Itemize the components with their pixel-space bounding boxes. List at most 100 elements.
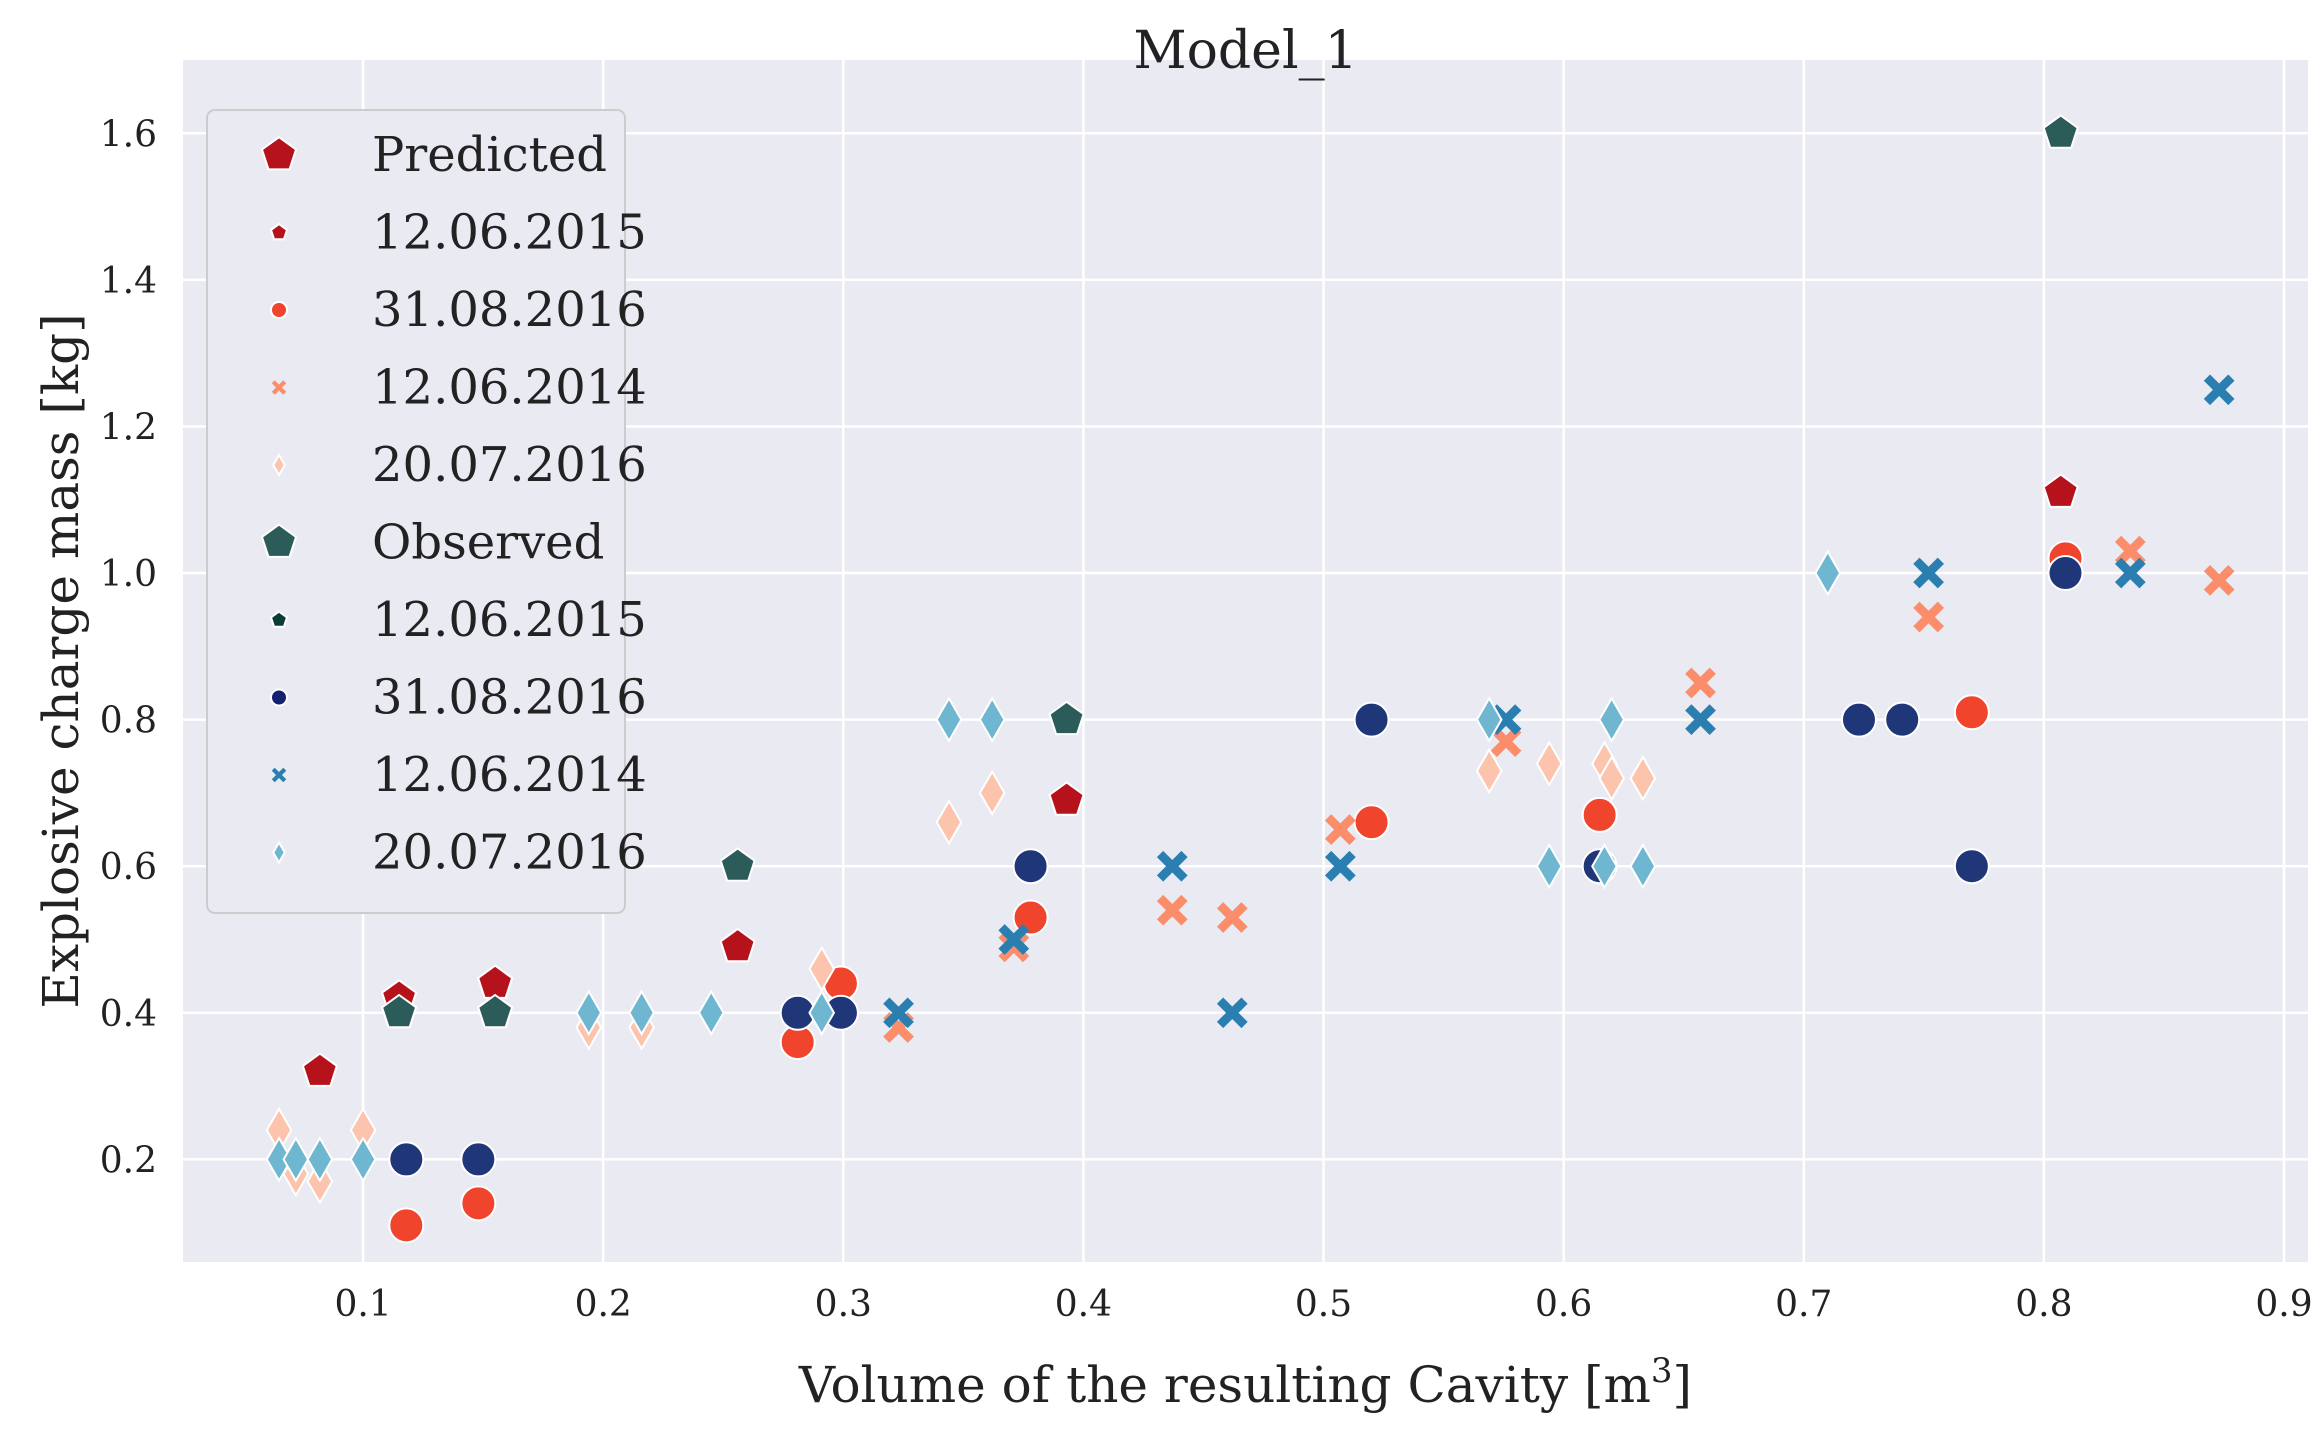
data-point [460, 1141, 497, 1178]
data-point [2042, 114, 2079, 149]
data-point [1629, 755, 1657, 802]
x-tick-label: 0.4 [1055, 1284, 1112, 1325]
data-point [282, 1136, 310, 1183]
legend-marker [269, 222, 289, 241]
data-point [1685, 704, 1716, 735]
data-point [2114, 557, 2146, 589]
tick-labels: 0.1 0.2 0.3 0.4 0.5 0.6 0.7 0.8 0.9 0.2 0.4 0.6 0.8 1… [100, 114, 2313, 1325]
data-point [978, 769, 1006, 817]
data-point [1324, 814, 1356, 845]
data-points [265, 114, 2235, 1244]
legend: Predicted 12.06.2015 31.08.2016 12.06.2014 2… [206, 109, 647, 914]
y-axis-label: Explosive charge mass [kg] [32, 313, 90, 1008]
y-tick-label: 1.4 [100, 261, 157, 302]
legend-marker [272, 840, 286, 865]
data-point [719, 847, 756, 882]
data-point [1353, 804, 1390, 841]
x-axis-label-superscript: 3 [1651, 1351, 1673, 1391]
data-point [460, 1185, 497, 1222]
x-tick-label: 0.9 [2255, 1284, 2312, 1325]
y-tick-label: 0.6 [100, 847, 157, 888]
legend-label: 12.06.2014 [372, 747, 647, 803]
chart-title: Model_1 [1133, 21, 1357, 81]
data-point [935, 696, 963, 743]
data-point [477, 993, 514, 1029]
legend-marker [260, 523, 298, 558]
series-observed-12-06-2014 [883, 374, 2235, 1029]
data-point [1598, 755, 1626, 802]
data-point [1048, 781, 1085, 816]
data-point [1216, 997, 1248, 1029]
data-point [808, 989, 836, 1037]
legend-label: 12.06.2014 [372, 360, 647, 416]
data-point [2042, 473, 2079, 508]
legend-label: 20.07.2016 [372, 825, 647, 881]
legend-box [206, 109, 626, 914]
data-point [1913, 557, 1944, 589]
data-point [935, 798, 963, 846]
data-point [1324, 850, 1356, 882]
data-point [1591, 842, 1618, 890]
data-point [697, 989, 725, 1037]
data-point [1156, 850, 1188, 882]
legend-label: 12.06.2015 [372, 592, 647, 648]
y-tick-label: 1.6 [100, 114, 157, 155]
y-tick-label: 1.0 [100, 554, 157, 595]
legend-label: 12.06.2015 [372, 205, 647, 261]
series-observed-12-06-2015 [380, 114, 2079, 1029]
data-point [1581, 796, 1618, 833]
data-point [1953, 848, 1990, 885]
data-point [1598, 696, 1626, 743]
x-tick-label: 0.5 [1295, 1284, 1352, 1325]
data-point [1535, 740, 1563, 787]
legend-marker [271, 767, 287, 783]
legend-marker [272, 452, 286, 478]
legend-label: 31.08.2016 [372, 670, 647, 726]
data-point [1884, 701, 1921, 738]
legend-label: Predicted [372, 127, 607, 183]
grid-lines [183, 60, 2308, 1262]
x-tick-label: 0.8 [2015, 1284, 2072, 1325]
x-tick-label: 0.7 [1775, 1284, 1832, 1325]
data-point [1475, 747, 1503, 795]
x-tick-label: 0.1 [334, 1284, 391, 1325]
data-point [719, 927, 756, 963]
x-axis-label-main: Volume of the resulting Cavity [m [798, 1356, 1651, 1414]
data-point [978, 696, 1006, 743]
data-point [1012, 848, 1049, 885]
series-observed-20-07-2016 [265, 549, 1842, 1183]
data-point [1840, 701, 1877, 738]
data-point [1048, 700, 1085, 736]
data-point [306, 1136, 334, 1183]
data-point [1953, 694, 1990, 731]
legend-label: Observed [372, 515, 604, 571]
data-point [1629, 842, 1657, 890]
x-axis-label-end: ] [1673, 1356, 1693, 1414]
data-point [2203, 374, 2235, 406]
y-tick-label: 0.2 [100, 1140, 157, 1181]
data-point [1685, 667, 1716, 699]
data-point [2203, 565, 2235, 596]
data-point [1216, 902, 1248, 933]
y-tick-label: 1.2 [100, 407, 157, 448]
legend-marker [270, 301, 288, 319]
legend-label: 31.08.2016 [372, 282, 647, 338]
data-point [301, 1052, 338, 1087]
x-tick-label: 0.3 [815, 1284, 872, 1325]
legend-marker [270, 688, 288, 707]
data-point [1475, 696, 1503, 743]
data-point [575, 989, 603, 1037]
series-observed-31-08-2016 [388, 555, 2084, 1178]
data-point [349, 1136, 377, 1183]
data-point [2047, 555, 2084, 592]
data-point [998, 924, 1030, 955]
data-point [1535, 842, 1563, 890]
y-tick-label: 0.8 [100, 701, 157, 742]
legend-label: 20.07.2016 [372, 437, 647, 493]
legend-marker [271, 380, 287, 395]
data-point [1913, 601, 1944, 633]
x-axis-label: Volume of the resulting Cavity [m3] [798, 1351, 1692, 1414]
data-point [998, 931, 1030, 963]
